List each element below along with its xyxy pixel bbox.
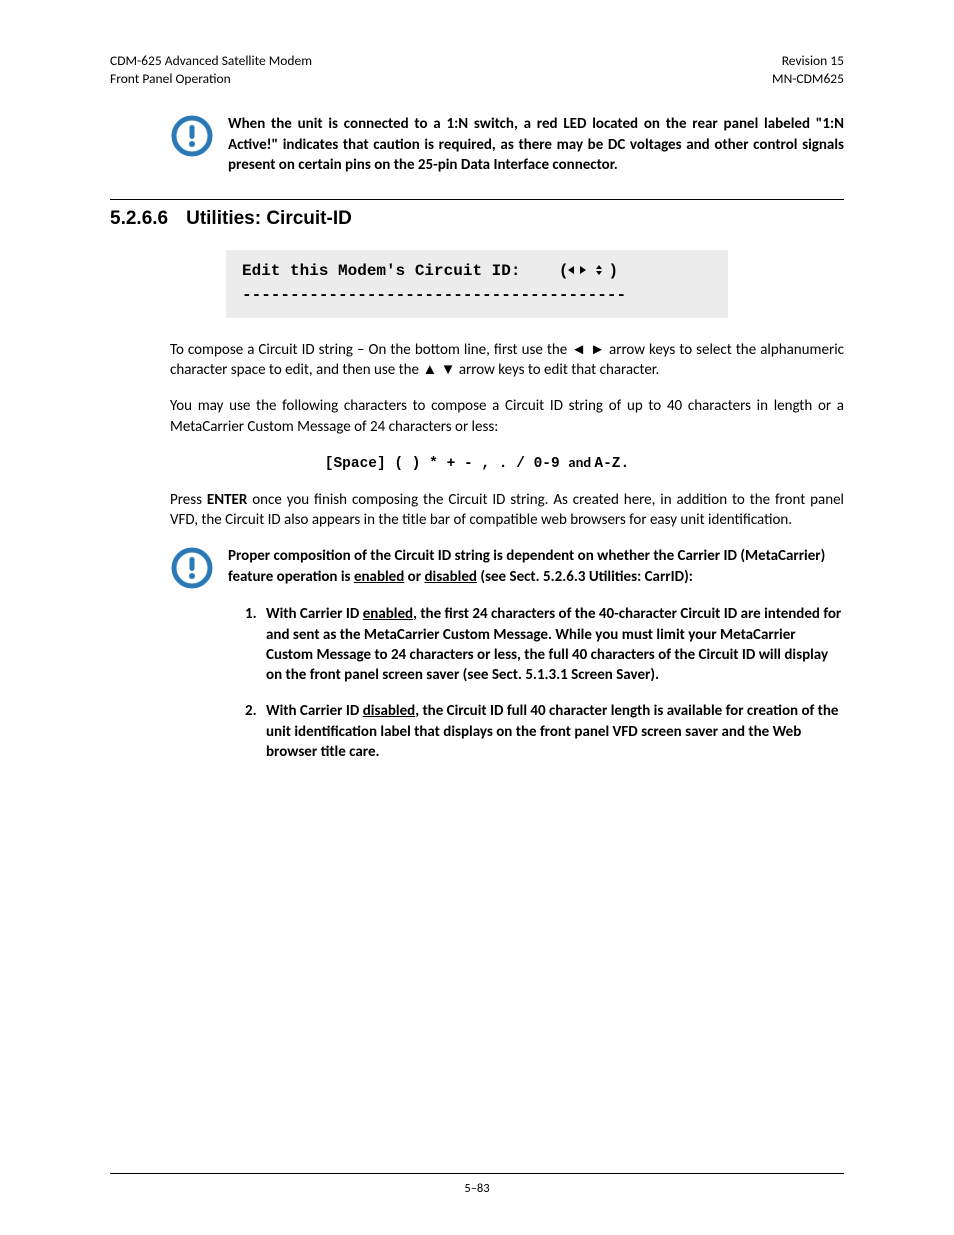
caution-note-2: Proper composition of the Circuit ID str… xyxy=(170,546,844,590)
caution-note-1: When the unit is connected to a 1:N swit… xyxy=(170,114,844,175)
para3-c: once you finish composing the Circuit ID… xyxy=(170,491,844,529)
page-footer: 5–83 xyxy=(0,1173,954,1197)
caution-icon xyxy=(170,114,214,158)
lcd-line2: ---------------------------------------- xyxy=(242,286,626,304)
numbered-list: With Carrier ID enabled, the first 24 ch… xyxy=(238,604,844,762)
para3-b: ENTER xyxy=(207,491,247,509)
note2-post: (see Sect. 5.2.6.3 Utilities: CarrID): xyxy=(477,568,693,586)
li2-pre: With Carrier ID xyxy=(266,702,363,720)
charset-suffix: A-Z. xyxy=(594,456,629,472)
paragraph-3: Press ENTER once you finish composing th… xyxy=(170,490,844,531)
note2-mid: or xyxy=(404,568,424,586)
caution-text-1: When the unit is connected to a 1:N swit… xyxy=(228,114,844,175)
caution-text-2: Proper composition of the Circuit ID str… xyxy=(228,546,844,590)
page-number: 5–83 xyxy=(464,1181,489,1196)
header-left: CDM-625 Advanced Satellite Modem Front P… xyxy=(110,52,312,88)
caution-icon xyxy=(170,546,214,590)
lcd-line1-suffix: ) xyxy=(608,262,618,280)
section-heading: 5.2.6.6 Utilities: Circuit-ID xyxy=(110,208,844,230)
para3-a: Press xyxy=(170,491,207,509)
li1-u: enabled xyxy=(363,605,413,623)
paragraph-2: You may use the following characters to … xyxy=(170,396,844,437)
lcd-line1-prefix: Edit this Modem's Circuit ID: ( xyxy=(242,262,568,280)
li1-pre: With Carrier ID xyxy=(266,605,363,623)
paragraph-1: To compose a Circuit ID string – On the … xyxy=(170,340,844,381)
charset-prefix: [Space] ( ) * + - , . / 0-9 xyxy=(325,456,569,472)
list-item: With Carrier ID disabled, the Circuit ID… xyxy=(260,701,844,762)
lcd-display: Edit this Modem's Circuit ID: () -------… xyxy=(226,250,728,318)
page-header: CDM-625 Advanced Satellite Modem Front P… xyxy=(110,52,844,88)
page: CDM-625 Advanced Satellite Modem Front P… xyxy=(0,0,954,1235)
list-item: With Carrier ID enabled, the first 24 ch… xyxy=(260,604,844,685)
note2-u1: enabled xyxy=(354,568,404,586)
charset-mid: and xyxy=(568,453,594,471)
section-rule xyxy=(110,199,844,200)
header-right: Revision 15 MN-CDM625 xyxy=(772,52,844,88)
section-title: Utilities: Circuit-ID xyxy=(186,208,352,230)
li2-u: disabled xyxy=(363,702,415,720)
charset-line: [Space] ( ) * + - , . / 0-9 and A-Z. xyxy=(110,453,844,472)
note2-u2: disabled xyxy=(424,568,476,586)
section-number: 5.2.6.6 xyxy=(110,208,168,230)
arrow-icons xyxy=(568,261,608,283)
footer-rule xyxy=(110,1173,844,1174)
